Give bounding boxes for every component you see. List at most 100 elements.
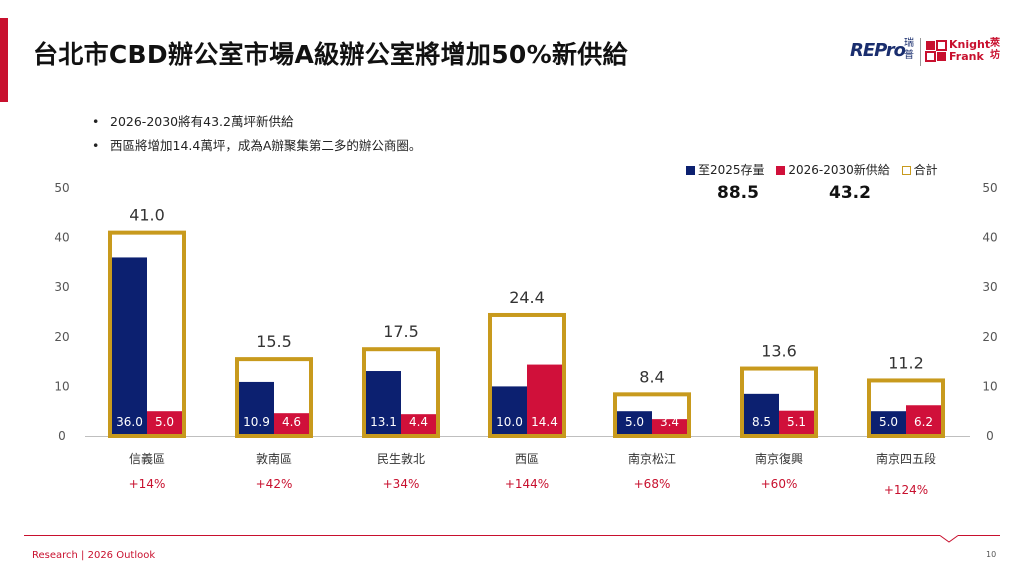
y-tick-label-left: 30: [54, 280, 69, 294]
footer-divider-right: [958, 535, 1000, 536]
y-tick-label-left: 50: [54, 181, 69, 195]
bar-total-outline: [613, 392, 691, 438]
data-label-stock: 5.0: [625, 415, 644, 429]
x-tick-label: 敦南區: [256, 451, 292, 466]
x-tick-label: 信義區: [129, 451, 165, 466]
data-label-stock: 36.0: [116, 415, 143, 429]
page-title: 台北市CBD辦公室市場A級辦公室將增加50%新供給: [33, 40, 628, 69]
bullet-item: • 西區將增加14.4萬坪，成為A辦聚集第二多的辦公商圈。: [92, 138, 422, 153]
bar-stock: [366, 371, 401, 436]
data-label-stock: 10.0: [496, 415, 523, 429]
bullet-item: • 2026-2030將有43.2萬坪新供給: [92, 114, 294, 129]
bullet-text: 西區將增加14.4萬坪，成為A辦聚集第二多的辦公商圈。: [110, 138, 422, 153]
data-label-new-supply: 4.6: [282, 415, 301, 429]
bar-total-outline: [235, 357, 313, 438]
growth-label: +144%: [505, 477, 549, 491]
bar-new-supply: [527, 364, 562, 436]
repro-logo: REPro: [850, 40, 906, 61]
bar-new-supply: [147, 411, 182, 436]
new-supply-total-value: 43.2: [829, 183, 871, 203]
page-number: 10: [986, 550, 997, 559]
legend-item-stock: 至2025存量: [686, 161, 765, 178]
x-tick-label: 西區: [515, 452, 539, 466]
bar-stock: [617, 411, 652, 436]
data-label-new-supply: 5.1: [787, 415, 806, 429]
y-tick-label-right: 50: [982, 181, 997, 195]
y-tick-label-left: 40: [54, 231, 69, 245]
legend-label-stock: 至2025存量: [698, 163, 765, 177]
footer-notch: [940, 535, 958, 543]
growth-label: +68%: [634, 477, 671, 491]
y-tick-label-left: 20: [54, 330, 69, 344]
legend-swatch-total: [901, 166, 911, 175]
title-accent-bar: [0, 18, 8, 102]
growth-label: +124%: [884, 483, 928, 497]
bar-stock: [112, 257, 147, 436]
knight-frank-mark-icon: [925, 40, 947, 62]
footer-divider: [24, 535, 940, 536]
data-label-stock: 10.9: [243, 415, 270, 429]
data-label-new-supply: 14.4: [531, 415, 558, 429]
y-tick-label-right: 10: [982, 379, 997, 393]
data-label-new-supply: 5.0: [155, 415, 174, 429]
repro-logo-cn: 瑞普: [904, 38, 914, 61]
growth-label: +60%: [761, 477, 798, 491]
growth-label: +42%: [256, 477, 293, 491]
chart-legend: 至2025存量 2026-2030新供給 合計: [686, 161, 946, 178]
growth-label: +14%: [129, 477, 166, 491]
y-tick-label-left: 10: [54, 379, 69, 393]
data-label-total: 11.2: [888, 353, 924, 372]
y-tick-label-right: 20: [982, 330, 997, 344]
bullet-list: • 2026-2030將有43.2萬坪新供給 • 西區將增加14.4萬坪，成為A辦聚…: [92, 112, 421, 160]
bar-new-supply: [906, 405, 941, 436]
data-label-stock: 5.0: [879, 415, 898, 429]
data-label-new-supply: 6.2: [914, 415, 933, 429]
data-label-total: 15.5: [256, 332, 292, 351]
y-tick-label-right: 30: [982, 280, 997, 294]
bar-stock: [744, 393, 779, 436]
data-label-total: 17.5: [383, 322, 419, 341]
knight-frank-logo-text: Knight Frank: [949, 38, 991, 63]
bar-total-outline: [740, 366, 818, 439]
bar-stock: [492, 386, 527, 436]
x-tick-label: 民生敦北: [377, 451, 425, 466]
y-tick-label-right: 0: [986, 429, 994, 443]
growth-label: +34%: [383, 477, 420, 491]
bar-stock: [871, 411, 906, 436]
data-label-total: 41.0: [129, 206, 165, 225]
legend-item-total: 合計: [901, 161, 938, 178]
y-tick-label-left: 0: [58, 429, 66, 443]
logo-divider: [920, 38, 921, 66]
data-label-new-supply: 4.4: [409, 415, 428, 429]
x-tick-label: 南京四五段: [876, 451, 936, 466]
legend-label-new-supply: 2026-2030新供給: [788, 163, 890, 177]
data-label-total: 8.4: [639, 367, 664, 386]
stock-total-value: 88.5: [717, 183, 759, 203]
repro-logo-text: REPro: [850, 40, 906, 61]
knight-frank-logo-cn: 萊坊: [990, 38, 1000, 61]
data-label-stock: 13.1: [370, 415, 397, 429]
bar-stock: [239, 381, 274, 436]
legend-swatch-new-supply: [776, 166, 786, 175]
data-label-total: 13.6: [761, 342, 797, 361]
bar-total-outline: [488, 312, 566, 439]
y-tick-label-right: 40: [982, 231, 997, 245]
legend-swatch-stock: [686, 166, 695, 175]
logo-area: REPro 瑞普 Knight Frank 萊坊: [850, 38, 1010, 68]
legend-label-total: 合計: [913, 163, 938, 177]
data-label-new-supply: 3.4: [660, 415, 679, 429]
bar-new-supply: [274, 413, 309, 436]
data-label-stock: 8.5: [752, 415, 771, 429]
legend-item-new-supply: 2026-2030新供給: [776, 161, 890, 178]
x-tick-label: 南京松江: [628, 451, 676, 466]
bar-new-supply: [779, 410, 814, 436]
bar-total-outline: [362, 347, 440, 439]
bar-total-outline: [867, 378, 945, 438]
footer-label: Research | 2026 Outlook: [32, 550, 156, 561]
x-tick-label: 南京復興: [755, 451, 803, 466]
bar-new-supply: [652, 419, 687, 436]
bar-total-outline: [108, 230, 186, 438]
data-label-total: 24.4: [509, 288, 545, 307]
bullet-text: 2026-2030將有43.2萬坪新供給: [110, 114, 294, 129]
